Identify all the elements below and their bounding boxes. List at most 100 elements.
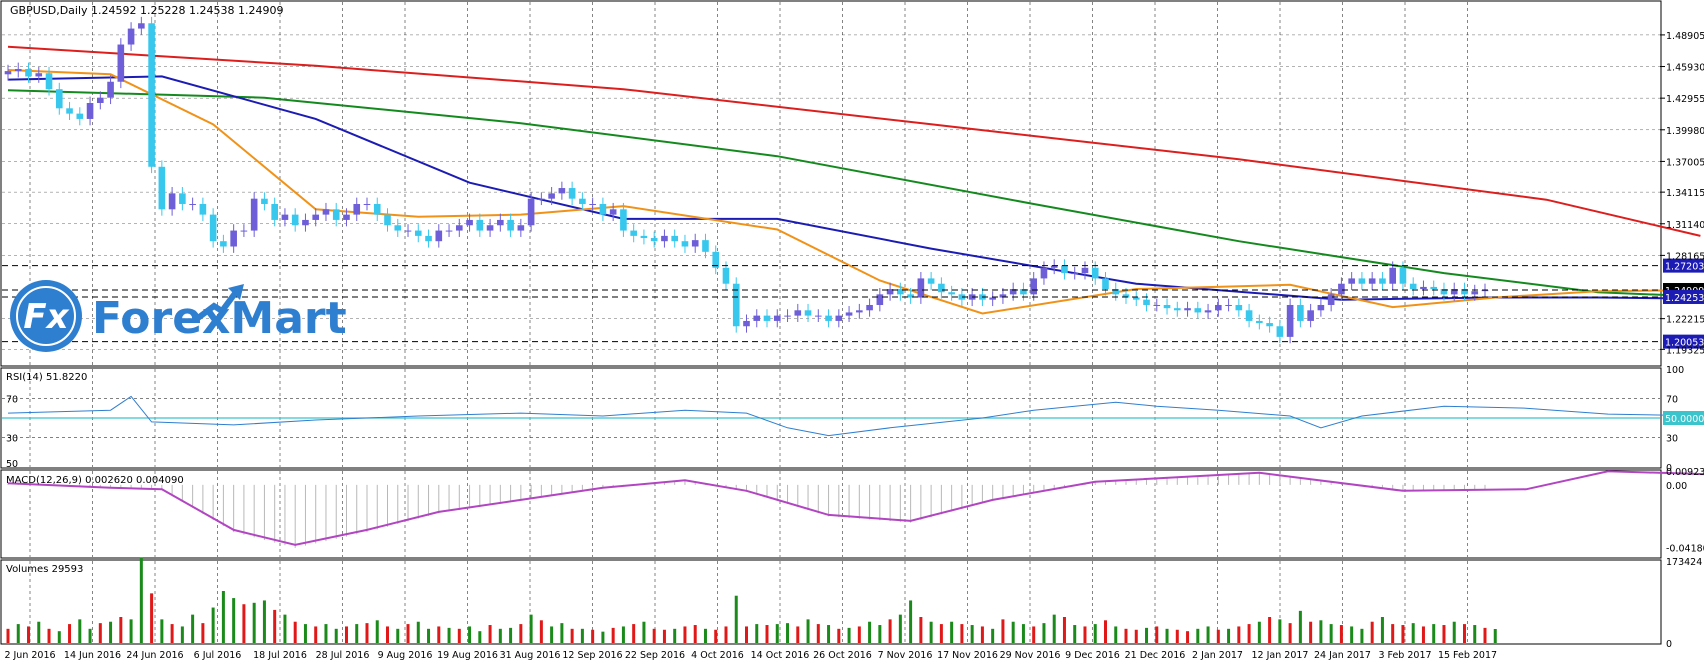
- candle: [691, 240, 699, 247]
- candle: [1102, 278, 1109, 290]
- candle: [517, 225, 525, 231]
- candle: [322, 209, 330, 215]
- date-axis-label: 22 Sep 2016: [625, 650, 685, 661]
- candle: [138, 23, 145, 29]
- price-axis-label: 1.45930: [1666, 63, 1704, 74]
- date-axis-label: 12 Jan 2017: [1252, 650, 1309, 661]
- candle: [886, 289, 894, 295]
- candle: [66, 108, 73, 114]
- price-axis-label: 1.37005: [1666, 157, 1704, 168]
- candle: [640, 235, 648, 239]
- rsi-title: RSI(14) 51.8220: [6, 372, 87, 383]
- price-box-label: 1.20053: [1665, 338, 1704, 349]
- candle: [1409, 283, 1417, 290]
- candle: [1122, 294, 1130, 298]
- main-panel-frame: [0, 0, 1662, 367]
- candle: [527, 198, 535, 226]
- candle: [948, 292, 955, 295]
- candle: [158, 166, 166, 210]
- candle: [271, 203, 278, 220]
- candle: [1235, 304, 1243, 311]
- moving-average-line: [7, 75, 1701, 301]
- candle: [230, 230, 237, 247]
- candle: [455, 225, 463, 231]
- candle: [117, 44, 125, 82]
- candle: [579, 198, 586, 204]
- volume-title: Volumes 29593: [6, 564, 83, 575]
- candle: [14, 68, 22, 72]
- candle: [794, 310, 802, 316]
- candle: [835, 315, 843, 321]
- candle: [1091, 267, 1099, 279]
- date-axis-label: 17 Nov 2016: [937, 650, 998, 661]
- candle: [343, 214, 350, 220]
- candle: [1030, 278, 1038, 295]
- rsi-left-label: 50: [6, 459, 18, 470]
- candle: [548, 193, 555, 199]
- candle: [332, 209, 340, 220]
- candle: [1317, 304, 1325, 311]
- candle: [1338, 283, 1345, 295]
- date-axis-label: 9 Dec 2016: [1065, 650, 1120, 661]
- candle: [127, 28, 135, 45]
- moving-average-line: [7, 69, 1701, 315]
- candle: [753, 315, 761, 321]
- date-axis-label: 24 Jun 2016: [126, 650, 183, 661]
- macd-signal-line: [7, 470, 1704, 546]
- candle: [722, 267, 730, 284]
- candle: [1061, 265, 1068, 274]
- candle: [1420, 286, 1427, 290]
- candle: [989, 297, 996, 300]
- candle: [1245, 310, 1253, 321]
- volume-panel-frame: [0, 559, 1662, 645]
- svg-text:Fx: Fx: [23, 297, 69, 337]
- price-axis-label: 1.39980: [1666, 126, 1704, 137]
- candle: [1399, 267, 1407, 284]
- candle: [609, 209, 617, 215]
- candle: [312, 214, 320, 220]
- candle: [671, 235, 679, 242]
- candle: [76, 113, 84, 119]
- watermark-text: ForexMart: [92, 293, 347, 344]
- rsi-value-box: [1663, 411, 1704, 425]
- candle: [25, 68, 32, 77]
- candle: [353, 203, 361, 215]
- moving-average-line: [7, 89, 1701, 298]
- candle: [897, 289, 904, 295]
- candle: [927, 278, 935, 284]
- candle: [302, 219, 309, 226]
- candle: [1050, 265, 1058, 268]
- candle: [1225, 304, 1232, 306]
- candle: [373, 203, 381, 215]
- candle: [55, 89, 63, 109]
- candle: [681, 241, 689, 247]
- rsi-line: [7, 395, 1704, 437]
- date-axis-label: 18 Jul 2016: [253, 650, 307, 661]
- date-axis-label: 12 Sep 2016: [562, 650, 622, 661]
- candle: [435, 230, 443, 242]
- candle: [414, 230, 422, 236]
- candle: [804, 310, 812, 316]
- candle: [661, 235, 668, 242]
- candle: [743, 320, 750, 327]
- candle: [97, 97, 104, 103]
- candle: [1132, 297, 1140, 300]
- candle: [1071, 273, 1079, 275]
- candle: [250, 198, 258, 231]
- candle: [1286, 304, 1294, 337]
- candle: [558, 188, 566, 194]
- candle: [220, 241, 227, 247]
- candle: [599, 203, 607, 215]
- date-axis-label: 28 Jul 2016: [316, 650, 370, 661]
- candle: [1389, 267, 1396, 284]
- price-axis-label: 1.28165: [1666, 251, 1704, 262]
- candle: [856, 310, 863, 313]
- candle: [507, 219, 514, 231]
- price-box-label: 1.24253: [1665, 293, 1704, 304]
- candle: [1153, 304, 1161, 306]
- date-axis-label: 19 Aug 2016: [437, 650, 498, 661]
- candle: [907, 294, 914, 298]
- candle: [763, 315, 771, 321]
- price-axis-label: 1.22215: [1666, 315, 1704, 326]
- price-axis-label: 1.42955: [1666, 94, 1704, 105]
